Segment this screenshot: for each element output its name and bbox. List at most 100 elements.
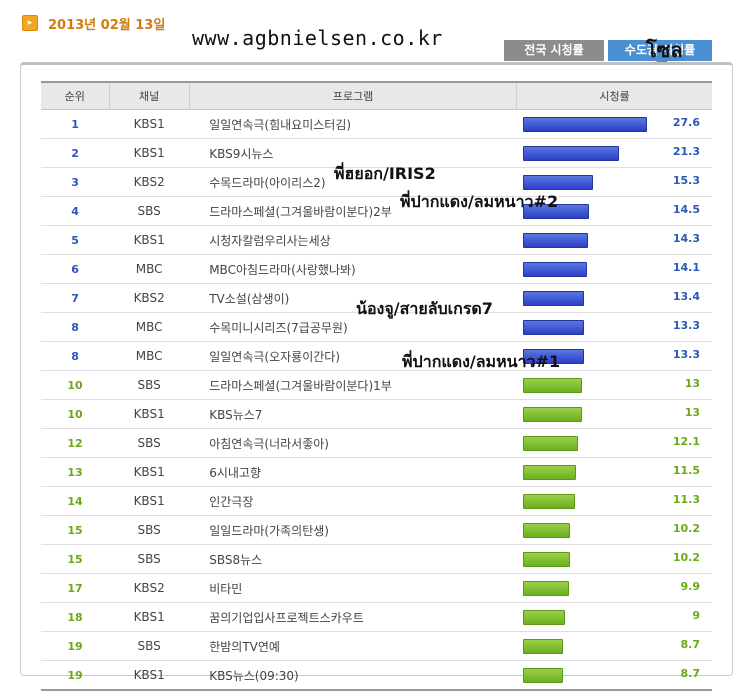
rating-value: 8.7 xyxy=(680,667,701,680)
table-row: 7 KBS2 TV소설(삼생이) 13.4 xyxy=(41,283,712,313)
rating-value: 13.3 xyxy=(672,319,700,332)
rating-bar xyxy=(522,146,619,161)
program-cell: 일일연속극(힘내요미스터김) xyxy=(189,109,517,139)
program-cell: TV소설(삼생이) xyxy=(189,283,517,313)
ratings-table: 순위 채널 프로그램 시청률 1 KBS1 일일연속극(힘내요미스터김) 27.6 2 K… xyxy=(41,81,712,691)
rating-cell: 11.3 xyxy=(516,486,712,516)
rating-bar xyxy=(522,465,576,480)
rating-cell: 27.6 xyxy=(516,109,712,139)
rank-cell: 14 xyxy=(41,486,110,516)
table-header-row: 순위 채널 프로그램 시청률 xyxy=(41,81,712,110)
rating-value: 13 xyxy=(684,377,700,390)
header-program: 프로그램 xyxy=(189,81,518,110)
rank-cell: 17 xyxy=(41,573,110,603)
rating-cell: 9.9 xyxy=(516,573,712,603)
rating-cell: 13.3 xyxy=(516,312,712,342)
rating-bar xyxy=(522,494,575,509)
annotation-text: พี่ฮยอก/IRIS2 xyxy=(334,164,436,183)
rating-cell: 13 xyxy=(516,399,712,429)
channel-cell: SBS xyxy=(109,428,190,458)
rating-cell: 10.2 xyxy=(516,515,712,545)
channel-cell: SBS xyxy=(109,544,190,574)
rating-bar xyxy=(522,320,584,335)
channel-cell: SBS xyxy=(109,631,190,661)
rating-value: 13 xyxy=(684,406,700,419)
rating-value: 8.7 xyxy=(680,638,701,651)
program-cell: SBS8뉴스 xyxy=(189,544,517,574)
rating-value: 9.9 xyxy=(680,580,701,593)
rating-cell: 8.7 xyxy=(516,660,712,691)
rank-cell: 12 xyxy=(41,428,110,458)
annotation-text: พี่ปากแดง/ลมหนาว#2 xyxy=(400,192,559,211)
table-row: 10 KBS1 KBS뉴스7 13 xyxy=(41,399,712,429)
channel-cell: MBC xyxy=(109,254,190,284)
rank-cell: 18 xyxy=(41,602,110,632)
program-cell: KBS뉴스(09:30) xyxy=(189,660,517,691)
channel-cell: KBS1 xyxy=(109,225,190,255)
table-row: 18 KBS1 꿈의기업입사프로젝트스카우트 9 xyxy=(41,602,712,632)
rating-value: 12.1 xyxy=(672,435,700,448)
header-rank: 순위 xyxy=(41,81,110,110)
rating-value: 11.5 xyxy=(672,464,700,477)
rank-cell: 2 xyxy=(41,138,110,168)
rating-bar xyxy=(522,349,584,364)
rating-value: 27.6 xyxy=(672,116,700,129)
annotation-text: พี่ปากแดง/ลมหนาว#1 xyxy=(402,352,561,371)
program-cell: 한밤의TV연예 xyxy=(189,631,517,661)
rating-bar xyxy=(522,668,563,683)
header-channel: 채널 xyxy=(109,81,190,110)
table-row: 19 KBS1 KBS뉴스(09:30) 8.7 xyxy=(41,660,712,691)
program-cell: 일일연속극(오자룡이간다) xyxy=(189,341,517,371)
rating-bar xyxy=(522,233,588,248)
seoul-overlay-text: โซล xyxy=(646,38,683,62)
rating-cell: 9 xyxy=(516,602,712,632)
rating-cell: 14.5 xyxy=(516,196,712,226)
channel-cell: SBS xyxy=(109,196,190,226)
program-cell: 아침연속극(너라서좋아) xyxy=(189,428,517,458)
rating-bar xyxy=(522,523,570,538)
table-row: 3 KBS2 수목드라마(아이리스2) 15.3 xyxy=(41,167,712,197)
rating-value: 11.3 xyxy=(672,493,700,506)
rank-cell: 15 xyxy=(41,544,110,574)
rating-bar xyxy=(522,407,582,422)
table-row: 15 SBS SBS8뉴스 10.2 xyxy=(41,544,712,574)
channel-cell: SBS xyxy=(109,515,190,545)
rating-value: 10.2 xyxy=(672,551,700,564)
rank-cell: 15 xyxy=(41,515,110,545)
program-cell: 드라마스페셜(그겨울바람이분다)1부 xyxy=(189,370,517,400)
program-cell: 비타민 xyxy=(189,573,517,603)
channel-cell: MBC xyxy=(109,312,190,342)
rank-cell: 1 xyxy=(41,109,110,139)
table-row: 1 KBS1 일일연속극(힘내요미스터김) 27.6 xyxy=(41,109,712,139)
arrow-icon: ▸ xyxy=(22,15,38,31)
program-cell: 수목드라마(아이리스2) xyxy=(189,167,517,197)
rank-cell: 8 xyxy=(41,341,110,371)
channel-cell: KBS1 xyxy=(109,109,190,139)
table-row: 5 KBS1 시청자칼럼우리사는세상 14.3 xyxy=(41,225,712,255)
rating-value: 14.1 xyxy=(672,261,700,274)
broadcast-date: 2013년 02월 13일 xyxy=(48,17,166,33)
channel-cell: KBS1 xyxy=(109,602,190,632)
rating-cell: 8.7 xyxy=(516,631,712,661)
program-cell: 6시내고향 xyxy=(189,457,517,487)
rank-cell: 4 xyxy=(41,196,110,226)
channel-cell: KBS1 xyxy=(109,138,190,168)
table-row: 17 KBS2 비타민 9.9 xyxy=(41,573,712,603)
rating-value: 14.5 xyxy=(672,203,700,216)
channel-cell: KBS2 xyxy=(109,573,190,603)
table-row: 13 KBS1 6시내고향 11.5 xyxy=(41,457,712,487)
table-row: 6 MBC MBC아침드라마(사랑했나봐) 14.1 xyxy=(41,254,712,284)
channel-cell: MBC xyxy=(109,341,190,371)
channel-cell: KBS2 xyxy=(109,283,190,313)
rating-bar xyxy=(522,581,569,596)
program-cell: 일일드라마(가족의탄생) xyxy=(189,515,517,545)
tab-national-ratings[interactable]: 전국 시청률 xyxy=(504,40,604,61)
annotation-text: น้องจู/สายลับเกรด7 xyxy=(356,299,493,318)
channel-cell: KBS2 xyxy=(109,167,190,197)
rating-value: 21.3 xyxy=(672,145,700,158)
rank-cell: 19 xyxy=(41,631,110,661)
rank-cell: 13 xyxy=(41,457,110,487)
program-cell: 시청자칼럼우리사는세상 xyxy=(189,225,517,255)
rating-bar xyxy=(522,291,584,306)
table-row: 4 SBS 드라마스페셜(그겨울바람이분다)2부 14.5 xyxy=(41,196,712,226)
